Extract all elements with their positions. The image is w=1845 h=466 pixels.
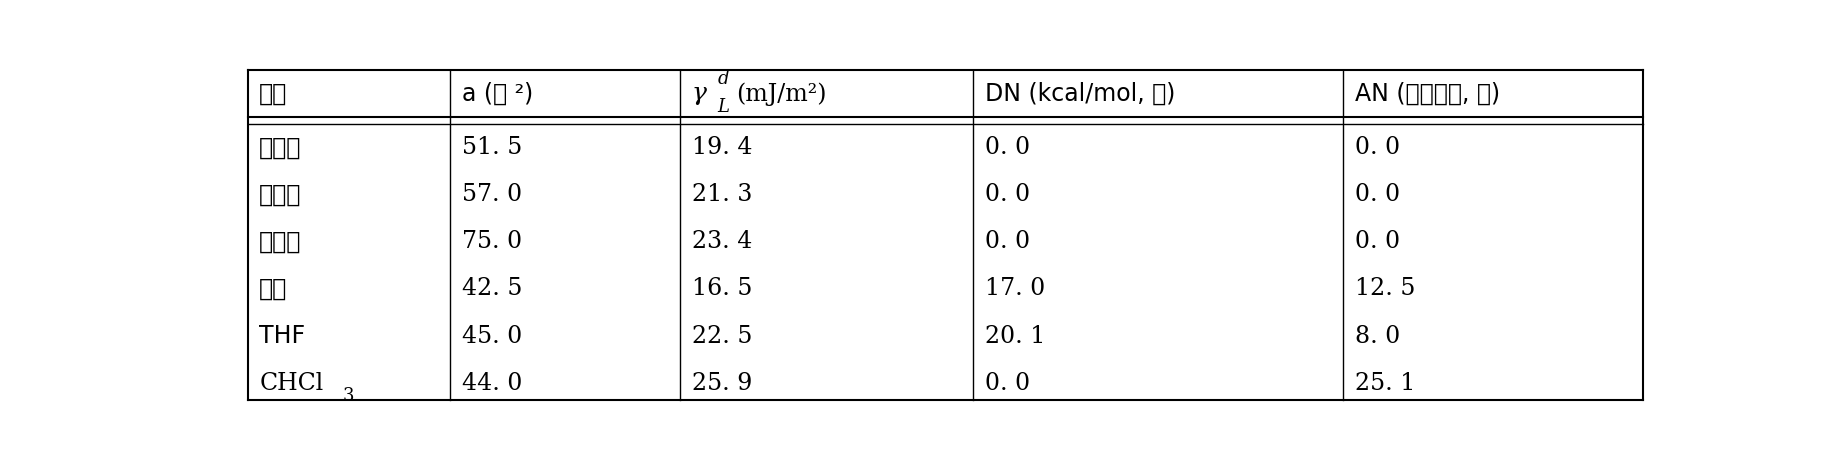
Text: 51. 5: 51. 5 (461, 136, 522, 159)
Text: 44. 0: 44. 0 (461, 372, 522, 395)
Text: 0. 0: 0. 0 (1354, 230, 1400, 254)
Text: 19. 4: 19. 4 (692, 136, 753, 159)
Text: 丙酮: 丙酮 (258, 277, 288, 301)
Text: 25. 9: 25. 9 (692, 372, 753, 395)
Text: 22. 5: 22. 5 (692, 325, 753, 348)
Text: γ: γ (692, 82, 707, 105)
Text: DN (kcal/mol, 碱): DN (kcal/mol, 碱) (985, 82, 1175, 106)
Text: THF: THF (258, 324, 306, 348)
Text: 0. 0: 0. 0 (985, 183, 1030, 206)
Text: 0. 0: 0. 0 (985, 372, 1030, 395)
Text: 0. 0: 0. 0 (985, 230, 1030, 254)
Text: 57. 0: 57. 0 (461, 183, 522, 206)
Text: d: d (718, 70, 729, 88)
Text: 探针: 探针 (258, 82, 288, 106)
Text: 0. 0: 0. 0 (985, 136, 1030, 159)
Text: 45. 0: 45. 0 (461, 325, 522, 348)
Text: 0. 0: 0. 0 (1354, 136, 1400, 159)
Text: 25. 1: 25. 1 (1354, 372, 1415, 395)
Text: AN (任意单位, 酸): AN (任意单位, 酸) (1354, 82, 1500, 106)
Text: (mJ/m²): (mJ/m²) (736, 82, 827, 106)
Text: a (埃 ²): a (埃 ²) (461, 82, 533, 106)
Text: 正辛烷: 正辛烷 (258, 183, 301, 206)
Text: 42. 5: 42. 5 (461, 277, 522, 301)
Text: 23. 4: 23. 4 (692, 230, 753, 254)
Text: 75. 0: 75. 0 (461, 230, 522, 254)
Text: 17. 0: 17. 0 (985, 277, 1044, 301)
Text: 21. 3: 21. 3 (692, 183, 753, 206)
Text: CHCl: CHCl (258, 372, 323, 395)
Text: 正癸烷: 正癸烷 (258, 230, 301, 254)
Text: 16. 5: 16. 5 (692, 277, 753, 301)
Text: 8. 0: 8. 0 (1354, 325, 1400, 348)
Text: 3: 3 (341, 387, 354, 405)
Text: 正己烷: 正己烷 (258, 136, 301, 159)
Text: 20. 1: 20. 1 (985, 325, 1046, 348)
Text: L: L (718, 98, 729, 116)
Text: 0. 0: 0. 0 (1354, 183, 1400, 206)
Text: 12. 5: 12. 5 (1354, 277, 1415, 301)
